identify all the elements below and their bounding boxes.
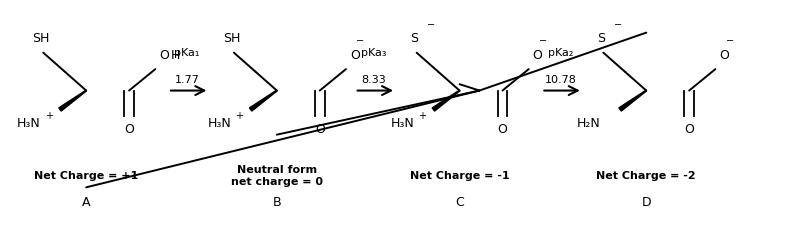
- Text: S: S: [597, 32, 605, 45]
- Text: Neutral form
net charge = 0: Neutral form net charge = 0: [231, 165, 323, 187]
- Text: −: −: [427, 20, 435, 30]
- Text: 10.78: 10.78: [545, 74, 577, 85]
- Text: A: A: [82, 196, 90, 209]
- Text: +: +: [235, 111, 243, 121]
- Text: B: B: [273, 196, 281, 209]
- Text: O: O: [315, 123, 325, 136]
- Text: pKa₁: pKa₁: [174, 48, 200, 58]
- Text: SH: SH: [223, 32, 240, 45]
- Text: O: O: [159, 49, 169, 62]
- Text: pKa₂: pKa₂: [548, 48, 573, 58]
- Polygon shape: [619, 90, 646, 111]
- Text: Net Charge = +1: Net Charge = +1: [34, 171, 138, 181]
- Text: 1.77: 1.77: [174, 74, 199, 85]
- Text: pKa₃: pKa₃: [361, 48, 386, 58]
- Text: −: −: [614, 20, 622, 30]
- Text: +: +: [45, 111, 53, 121]
- Text: O: O: [124, 123, 134, 136]
- Text: H₂N: H₂N: [578, 117, 601, 130]
- Polygon shape: [250, 90, 277, 111]
- Text: O: O: [533, 49, 542, 62]
- Text: Net Charge = -1: Net Charge = -1: [410, 171, 510, 181]
- Text: O: O: [719, 49, 730, 62]
- Text: H: H: [171, 49, 181, 62]
- Text: +: +: [418, 111, 426, 121]
- Text: 8.33: 8.33: [362, 74, 386, 85]
- Text: O: O: [498, 123, 507, 136]
- Text: H₃N: H₃N: [208, 117, 231, 130]
- Polygon shape: [58, 90, 86, 111]
- Polygon shape: [432, 90, 460, 111]
- Text: D: D: [642, 196, 651, 209]
- Text: SH: SH: [32, 32, 50, 45]
- Text: −: −: [356, 36, 364, 46]
- Text: −: −: [726, 36, 734, 46]
- Text: O: O: [684, 123, 694, 136]
- Text: H₃N: H₃N: [390, 117, 414, 130]
- Text: S: S: [410, 32, 418, 45]
- Text: H₃N: H₃N: [17, 117, 41, 130]
- Text: O: O: [350, 49, 360, 62]
- Text: Net Charge = -2: Net Charge = -2: [597, 171, 696, 181]
- Text: C: C: [455, 196, 464, 209]
- Text: −: −: [539, 36, 547, 46]
